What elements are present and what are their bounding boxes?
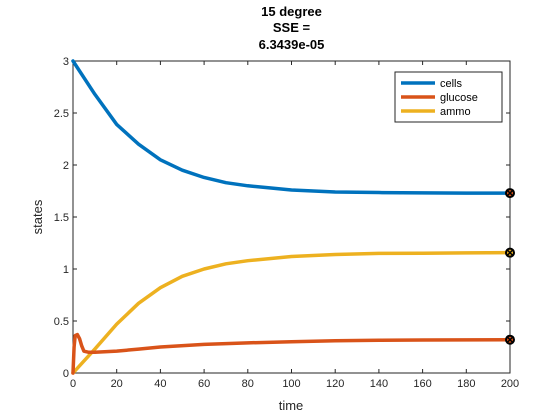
legend: cells glucose ammo bbox=[394, 71, 503, 123]
y-tick-label: 3 bbox=[63, 56, 69, 68]
y-tick-label: 0.5 bbox=[54, 316, 69, 328]
x-tick-label: 180 bbox=[457, 378, 475, 390]
series-line-cells bbox=[71, 59, 512, 195]
series-line-glucose bbox=[71, 332, 512, 375]
y-tick-label: 1.5 bbox=[54, 212, 69, 224]
chart-title-line-1: 15 degree bbox=[261, 4, 322, 19]
y-axis-label: states bbox=[30, 199, 45, 234]
legend-label-ammo: ammo bbox=[440, 106, 471, 118]
y-tick-label: 2 bbox=[63, 160, 69, 172]
x-tick-label: 140 bbox=[370, 378, 388, 390]
endpoint-marker bbox=[505, 188, 515, 199]
x-axis-label: time bbox=[279, 398, 304, 413]
y-tick-label: 0 bbox=[63, 368, 69, 380]
x-tick-label: 0 bbox=[70, 378, 76, 390]
legend-label-cells: cells bbox=[440, 78, 463, 90]
x-tick-label: 120 bbox=[326, 378, 344, 390]
endpoint-marker bbox=[505, 247, 515, 258]
x-tick-label: 80 bbox=[242, 378, 254, 390]
y-tick-label: 1 bbox=[63, 264, 69, 276]
x-tick-label: 60 bbox=[198, 378, 210, 390]
x-tick-label: 200 bbox=[501, 378, 519, 390]
x-tick-label: 160 bbox=[413, 378, 431, 390]
x-tick-label: 40 bbox=[154, 378, 166, 390]
endpoint-marker bbox=[505, 334, 515, 345]
legend-label-glucose: glucose bbox=[440, 92, 478, 104]
x-tick-label: 100 bbox=[282, 378, 300, 390]
y-tick-label: 2.5 bbox=[54, 108, 69, 120]
x-tick-label: 20 bbox=[111, 378, 123, 390]
chart-title-line-2: SSE = bbox=[272, 20, 311, 35]
chart-title-line-3: 6.3439e-05 bbox=[258, 37, 325, 52]
series-line-ammo bbox=[71, 250, 512, 375]
